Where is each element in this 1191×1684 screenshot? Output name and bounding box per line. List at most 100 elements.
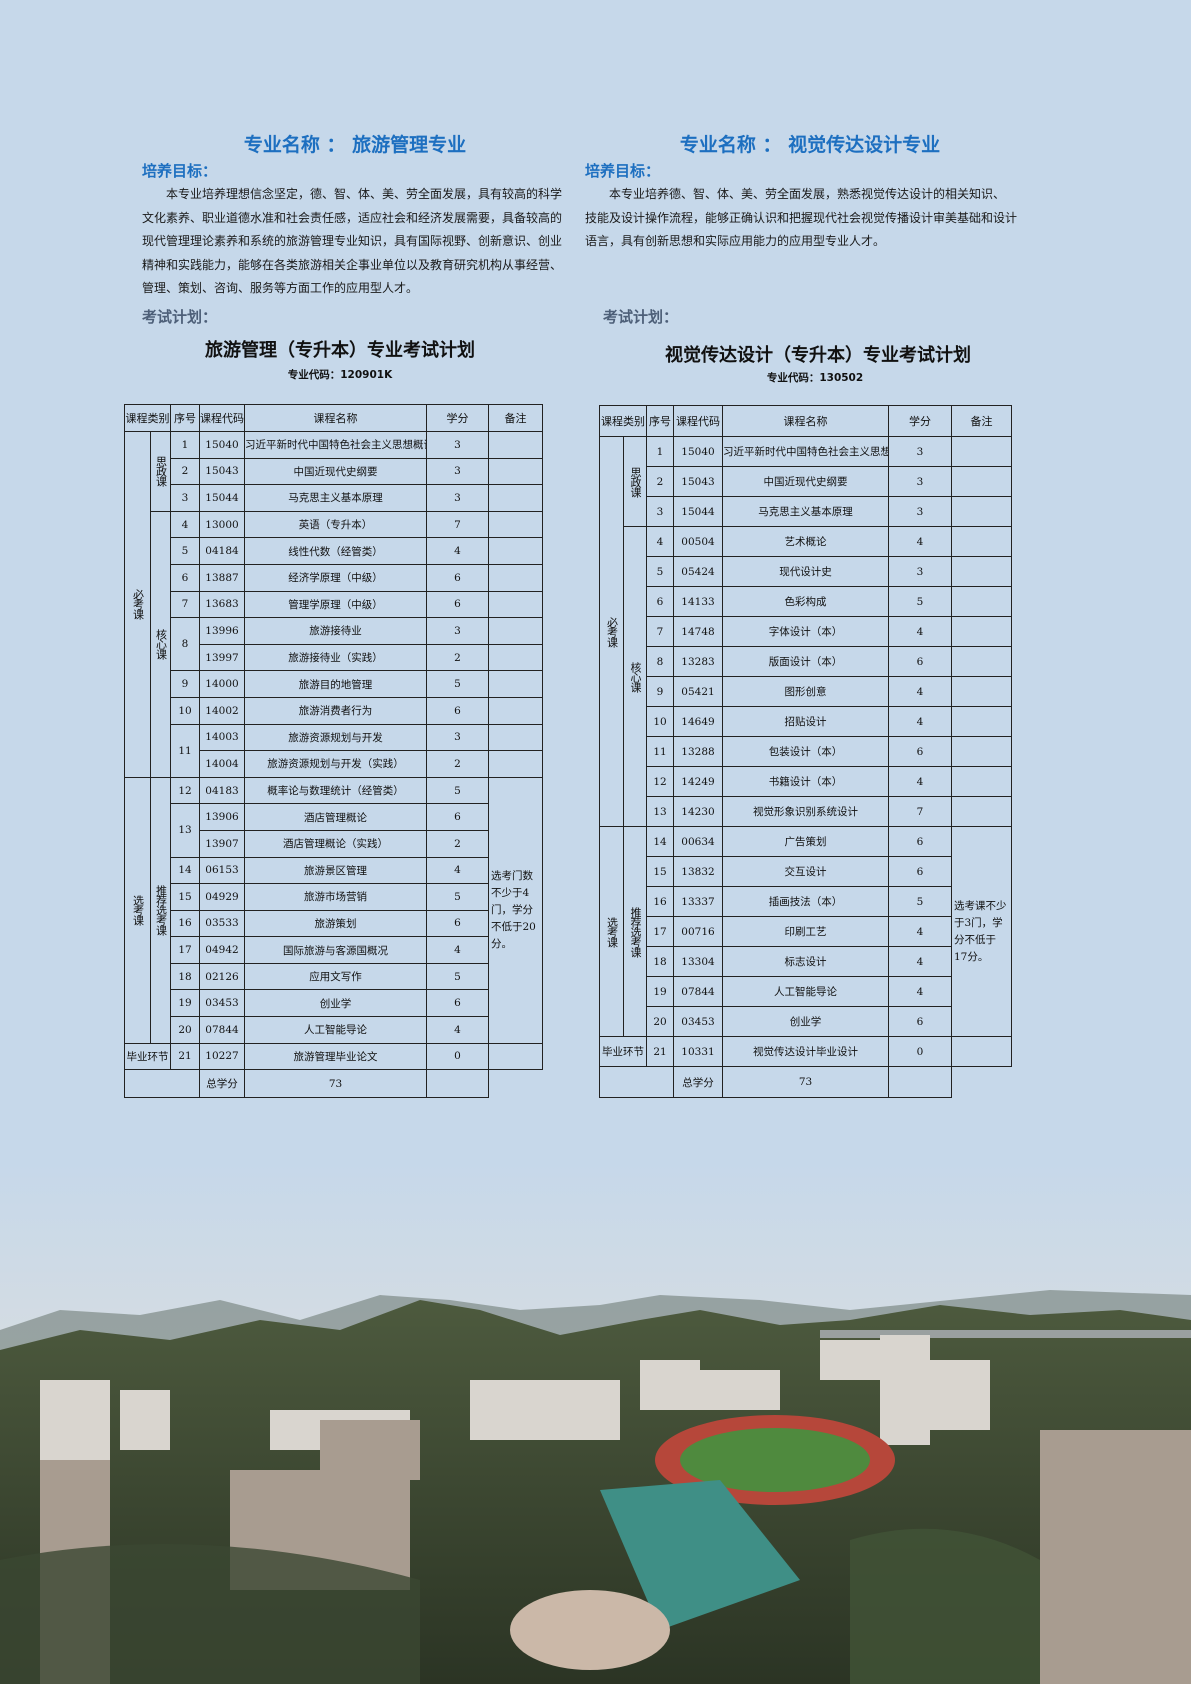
course-name-cell: 交互设计 (722, 856, 889, 887)
total-row: 总学分 73 (124, 1069, 543, 1098)
subcategory-cell: 推荐选考课 (623, 826, 647, 1037)
right-plan-label: 考试计划： (603, 308, 679, 326)
table-row: 9 14000 旅游目的地管理 5 (125, 670, 543, 698)
seq-cell: 17 (646, 916, 674, 947)
course-code-cell: 14249 (673, 766, 723, 797)
note-cell (951, 646, 1012, 677)
seq-cell: 10 (646, 706, 674, 737)
course-name-cell: 人工智能导论 (244, 1016, 427, 1044)
subcategory-cell: 思政课 (623, 436, 647, 527)
table-row: 11 14003 旅游资源规划与开发 3 (125, 723, 543, 778)
credit-cell: 2 (426, 643, 489, 672)
course-code-cell: 13683 (199, 590, 245, 619)
course-code-cell: 15044 (673, 496, 723, 527)
table-row: 8 13283 版面设计（本） 6 (600, 646, 1012, 677)
credit-cell: 6 (888, 1006, 952, 1037)
seq-cell: 19 (170, 989, 200, 1018)
seq-cell: 5 (646, 556, 674, 587)
note-cell (951, 496, 1012, 527)
course-code-cell: 05424 (673, 556, 723, 587)
credit-cell: 4 (426, 936, 489, 964)
credit-cell: 6 (888, 646, 952, 677)
course-code-cell: 10227 (199, 1042, 245, 1071)
note-cell (488, 431, 543, 459)
table-row: 6 14133 色彩构成 5 (600, 586, 1012, 617)
table-row: 15 04929 旅游市场营销 5 (125, 883, 543, 911)
note-cell (951, 676, 1012, 707)
course-name-cell: 酒店管理概论（实践） (244, 829, 427, 858)
course-name-cell: 招贴设计 (722, 706, 889, 737)
course-code-cell: 03533 (199, 909, 245, 938)
seq-cell: 14 (646, 826, 674, 857)
seq-cell: 15 (170, 883, 200, 911)
note-cell (488, 563, 543, 592)
note-cell (488, 696, 543, 725)
table-row: 14 06153 旅游景区管理 4 (125, 856, 543, 885)
category-cell: 选考课 (599, 826, 624, 1037)
credit-cell: 6 (426, 590, 489, 619)
seq-cell: 11 (646, 736, 674, 767)
table-row: 6 13887 经济学原理（中级） 6 (125, 563, 543, 592)
left-table-title: 旅游管理（专升本）专业考试计划 (205, 340, 475, 361)
course-code-cell: 02126 (199, 962, 245, 991)
seq-cell: 3 (170, 484, 200, 512)
credit-cell: 5 (426, 670, 489, 698)
goal-text-line: 现代管理理论素养和系统的旅游管理专业知识，具有国际视野、创新意识、创业 (142, 234, 563, 248)
table-row: 7 14748 字体设计（本） 4 (600, 616, 1012, 647)
course-name-cell: 旅游消费者行为 (244, 696, 427, 725)
goal-text-line: 技能及设计操作流程，能够正确认识和把握现代社会视觉传播设计审美基础和设计 (585, 210, 1018, 225)
seq-cell: 19 (646, 976, 674, 1007)
credit-cell: 0 (426, 1042, 489, 1071)
total-note-cell (426, 1069, 489, 1098)
total-credit: 73 (722, 1066, 889, 1098)
credit-cell: 3 (888, 556, 952, 587)
header-seq: 序号 (170, 404, 200, 432)
note-cell (951, 436, 1012, 467)
seq-cell: 4 (646, 526, 674, 557)
course-name-cell: 马克思主义基本原理 (722, 496, 889, 527)
credit-cell: 6 (426, 909, 489, 938)
course-code-cell: 13337 (673, 886, 723, 917)
course-code-cell: 15040 (199, 431, 245, 459)
seq-cell: 10 (170, 696, 200, 725)
seq-cell: 1 (170, 431, 200, 459)
note-cell (951, 616, 1012, 647)
total-label: 总学分 (673, 1066, 723, 1098)
course-code-cell: 05421 (673, 676, 723, 707)
course-code-cell: 13283 (673, 646, 723, 677)
table-row: 核心课 4 00504 艺术概论 4 (600, 526, 1012, 827)
note-cell (951, 1036, 1012, 1067)
seq-cell: 7 (646, 616, 674, 647)
table-row: 14004 旅游资源规划与开发（实践） 2 (125, 750, 543, 778)
table-row: 选考课 推荐选考课 14 00634 广告策划 6 选考课不少于3门，学分不低于17分。 (599, 826, 1012, 1037)
course-name-cell: 版面设计（本） (722, 646, 889, 677)
credit-cell: 6 (888, 736, 952, 767)
seq-cell: 15 (646, 856, 674, 887)
note-cell (488, 510, 543, 539)
course-code-cell: 10331 (673, 1036, 723, 1067)
table-row: 2 15043 中国近现代史纲要 3 (600, 466, 1012, 497)
header-note: 备注 (951, 405, 1012, 437)
seq-cell: 3 (646, 496, 674, 527)
campus-aerial-photo (0, 1160, 1191, 1684)
course-name-cell: 创业学 (722, 1006, 889, 1037)
seq-cell: 8 (646, 646, 674, 677)
header-credit: 学分 (426, 404, 489, 432)
course-code-cell: 15044 (199, 484, 245, 512)
table-row: 12 14249 书籍设计（本） 4 (600, 766, 1012, 797)
course-name-cell: 字体设计（本） (722, 616, 889, 647)
goal-text-line: 精神和实践能力，能够在各类旅游相关企事业单位以及教育研究机构从事经营、 (142, 257, 563, 272)
course-code-cell: 13907 (199, 829, 245, 858)
course-name-cell: 国际旅游与客源国概况 (244, 936, 427, 964)
seq-cell: 16 (170, 909, 200, 938)
course-name-cell: 中国近现代史纲要 (722, 466, 889, 497)
table-row: 18 13304 标志设计 4 (600, 946, 1012, 977)
seq-cell: 14 (170, 856, 200, 885)
note-cell (488, 1042, 543, 1071)
course-code-cell: 00634 (673, 826, 723, 857)
course-name-cell: 旅游目的地管理 (244, 670, 427, 698)
seq-cell: 13 (646, 796, 674, 827)
course-name-cell: 经济学原理（中级） (244, 563, 427, 592)
credit-cell: 6 (426, 696, 489, 725)
